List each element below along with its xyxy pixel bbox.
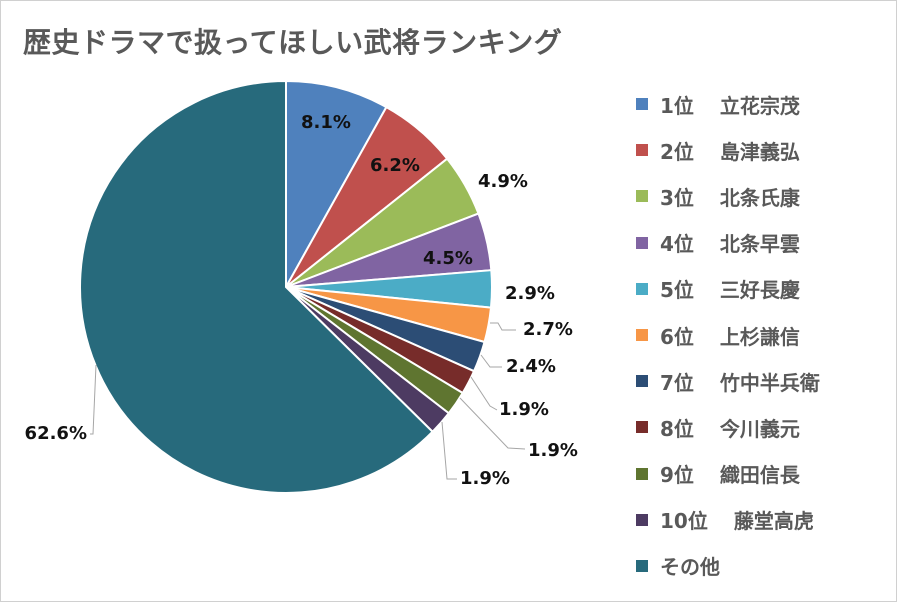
legend-name: 今川義元 xyxy=(719,416,800,441)
legend-item: 7位 竹中半兵衛 xyxy=(636,358,820,404)
legend-swatch xyxy=(636,98,648,111)
legend-item: 5位 三好長慶 xyxy=(636,266,820,312)
legend-name: 北条氏康 xyxy=(719,185,800,210)
data-label: 4.9% xyxy=(478,171,528,192)
legend-rank: 6位 xyxy=(660,324,694,349)
legend-item: 10位 藤堂高虎 xyxy=(636,497,820,543)
leader-line xyxy=(441,421,457,480)
legend-swatch xyxy=(636,282,648,295)
legend-name: 北条早雲 xyxy=(719,232,800,257)
legend-name: 藤堂高虎 xyxy=(733,509,814,534)
legend-name: 島津義弘 xyxy=(719,139,800,164)
legend-item: その他 xyxy=(636,543,820,589)
legend-name: 三好長慶 xyxy=(719,278,800,303)
legend-rank: 9位 xyxy=(660,463,694,488)
chart-title: 歴史ドラマで扱ってほしい武将ランキング xyxy=(23,26,563,59)
legend-name: 織田信長 xyxy=(719,463,800,488)
data-label: 8.1% xyxy=(301,112,351,133)
legend-swatch xyxy=(636,190,648,203)
legend-swatch xyxy=(636,329,648,342)
data-label: 62.6% xyxy=(25,423,87,444)
legend-item: 3位 北条氏康 xyxy=(636,173,820,219)
legend-name: 竹中半兵衛 xyxy=(719,370,820,395)
legend-rank: 8位 xyxy=(660,416,694,441)
legend-swatch xyxy=(636,236,648,249)
pie-slice xyxy=(285,79,388,291)
legend-item: 8位 今川義元 xyxy=(636,404,820,450)
legend-swatch xyxy=(636,421,648,434)
legend-swatch xyxy=(636,513,648,526)
legend-swatch xyxy=(636,559,648,572)
legend-rank: 10位 xyxy=(660,509,708,534)
legend-rank: 7位 xyxy=(660,370,694,395)
legend-name: 立花宗茂 xyxy=(719,93,800,118)
data-label: 1.9% xyxy=(460,468,510,489)
legend-rank: 3位 xyxy=(660,185,694,210)
data-label: 2.4% xyxy=(506,356,556,377)
legend-swatch xyxy=(636,467,648,480)
legend-item: 2位 島津義弘 xyxy=(636,127,820,173)
legend-item: 9位 織田信長 xyxy=(636,451,820,497)
data-label: 2.9% xyxy=(505,283,555,304)
legend-swatch xyxy=(636,144,648,157)
leader-line xyxy=(459,397,526,450)
data-label: 2.7% xyxy=(523,319,573,340)
data-label: 1.9% xyxy=(528,440,578,461)
data-label: 6.2% xyxy=(370,155,420,176)
data-label: 4.5% xyxy=(423,248,473,269)
leader-line xyxy=(480,354,502,368)
legend-item: 6位 上杉謙信 xyxy=(636,312,820,358)
legend-swatch xyxy=(636,375,648,388)
leader-line xyxy=(490,322,516,331)
legend-item: 1位 立花宗茂 xyxy=(636,81,820,127)
legend-rank: 1位 xyxy=(660,93,694,118)
legend-rank: 5位 xyxy=(660,278,694,303)
leader-line xyxy=(90,364,97,435)
legend-rank: 2位 xyxy=(660,139,694,164)
data-label: 1.9% xyxy=(499,399,549,420)
legend-rank: 4位 xyxy=(660,232,694,257)
legend-rank: その他 xyxy=(660,555,720,580)
legend-name: 上杉謙信 xyxy=(719,324,800,349)
legend-item: 4位 北条早雲 xyxy=(636,220,820,266)
leader-line xyxy=(470,376,498,411)
legend: 1位 立花宗茂 2位 島津義弘 3位 北条氏康 4位 北条早雲 5位 三好長慶 6位 上杉謙信 7位 竹中… xyxy=(636,81,820,589)
